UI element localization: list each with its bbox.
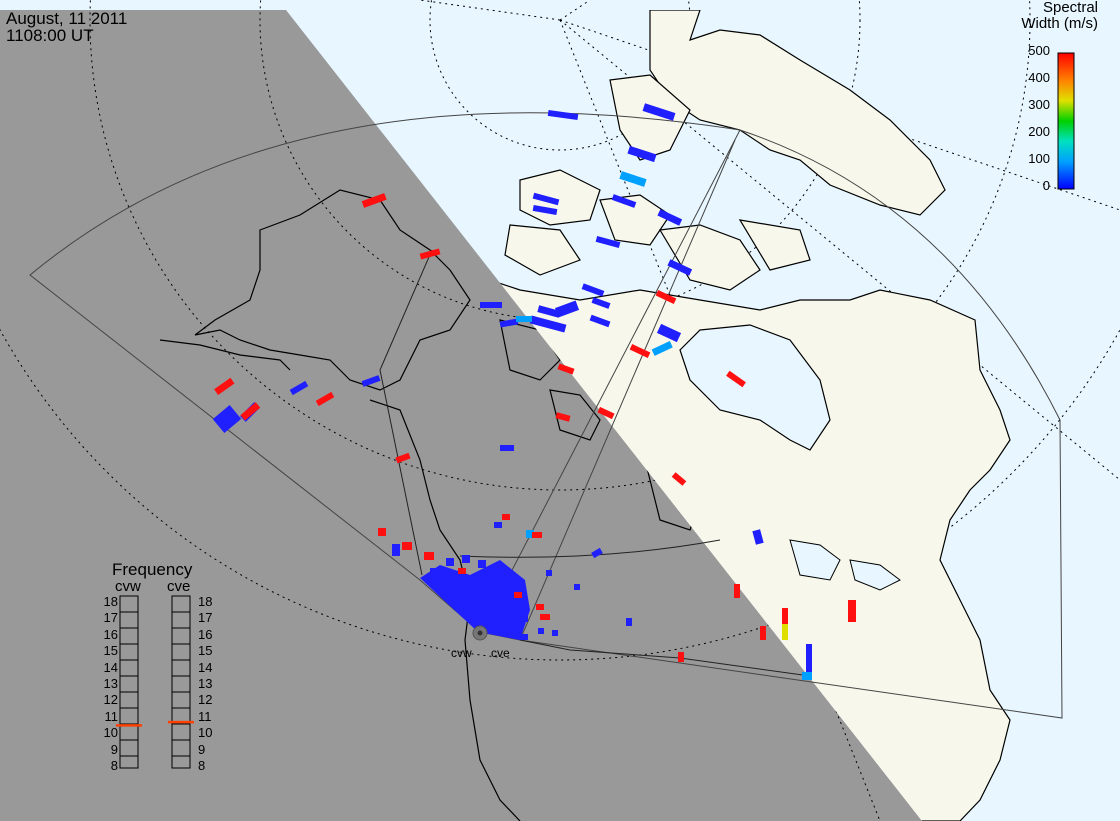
frequency-tick-left: 10: [103, 725, 118, 741]
frequency-tick-left: 15: [103, 643, 118, 659]
frequency-tick-right: 11: [198, 708, 212, 724]
colorbar-tick: 300: [1028, 97, 1050, 112]
station-label-east: cve: [491, 646, 510, 660]
colorbar-title-line2: Width (m/s): [1021, 15, 1098, 32]
frequency-tick-left: 9: [110, 741, 118, 757]
station-marker: [472, 625, 488, 641]
frequency-tick-left: 16: [103, 626, 118, 642]
alaska: [194, 189, 471, 391]
colorbar-tick: 400: [1028, 70, 1050, 85]
colorbar-tick: 100: [1028, 151, 1050, 166]
frequency-tick-right: 16: [198, 626, 213, 642]
greenland: [649, 10, 946, 216]
colorbar-title: Spectral Width (m/s): [1021, 0, 1098, 32]
cve-column-label: cve: [167, 578, 191, 595]
hudson-bay: [679, 324, 831, 451]
frequency-tick-left: 13: [103, 676, 118, 691]
frequency-tick-left: 11: [104, 708, 119, 724]
frequency-tick-right: 12: [198, 692, 213, 708]
frequency-tick-right: 10: [198, 725, 213, 741]
frequency-tick-right: 9: [198, 741, 206, 757]
frequency-tick-right: 14: [198, 659, 213, 675]
frequency-tick-left: 12: [103, 692, 118, 708]
frequency-tick-left: 8: [110, 758, 118, 773]
frequency-tick-right: 15: [198, 643, 213, 659]
radar-echoes: [212, 103, 856, 680]
frequency-tick-left: 18: [103, 594, 118, 609]
colorbar-tick: 0: [1042, 178, 1050, 193]
frequency-tick-left: 17: [103, 610, 118, 626]
time-label: 1108:00 UT: [6, 26, 94, 45]
radar-fov: [29, 112, 1063, 719]
frequency-bars: [119, 595, 191, 769]
frequency-tick-right: 13: [198, 676, 213, 691]
frequency-tick-right: 17: [198, 610, 213, 626]
frequency-title: Frequency: [112, 560, 193, 579]
frequency-tick-right: 18: [198, 594, 213, 609]
station-label-west: cvw: [451, 646, 472, 660]
colorbar-title-line1: Spectral: [1042, 0, 1098, 16]
date-label: August, 11 2011: [6, 9, 128, 28]
colorbar-tick: 500: [1028, 43, 1050, 58]
frequency-tick-right: 8: [198, 758, 206, 773]
frequency-tick-left: 14: [103, 659, 118, 675]
cvw-column-label: cvw: [115, 578, 141, 595]
colorbar: [1057, 52, 1075, 190]
night-region: [0, 10, 922, 821]
colorbar-tick: 200: [1028, 124, 1050, 139]
